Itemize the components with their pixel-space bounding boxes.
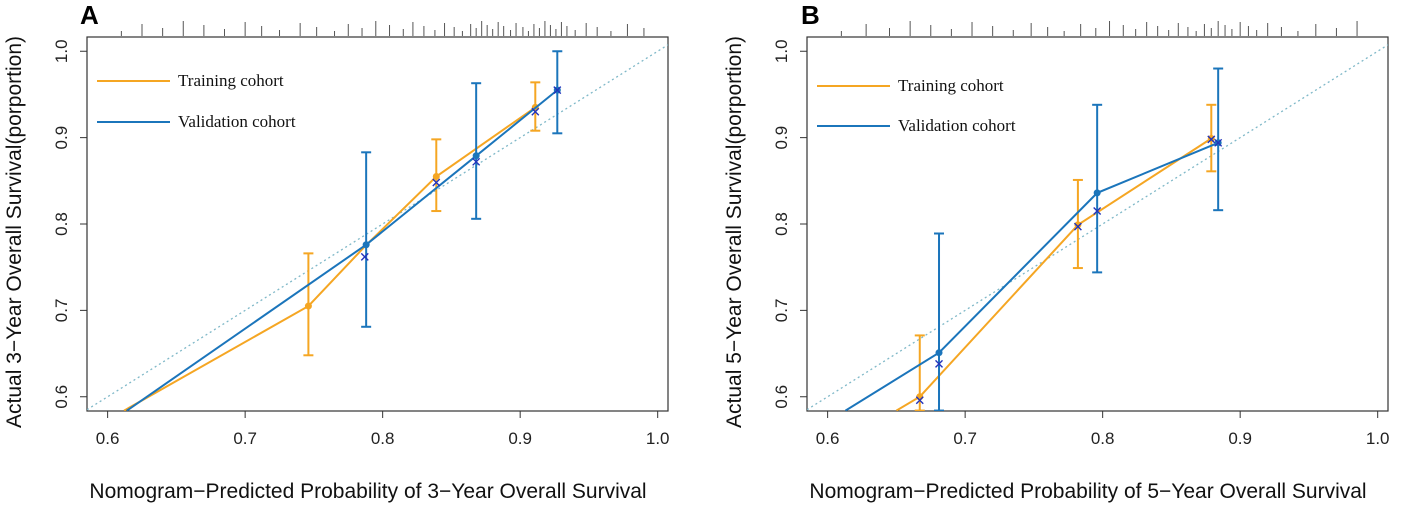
panel-b: B Nomogram−Predicted Probability of 5−Ye… — [723, 0, 1390, 503]
panel-a-ticks: 0.6 0.7 0.8 0.9 1.0 0.6 0.7 0.8 0.9 1.0 — [52, 39, 670, 448]
panel-b-apparent-point — [1214, 138, 1223, 147]
panel-a-apparent-point — [432, 178, 441, 187]
panel-b-x-tick-label: 0.7 — [953, 429, 977, 448]
panel-b-x-axis-title: Nomogram−Predicted Probability of 5−Year… — [809, 480, 1366, 503]
panel-a-apparent-point — [553, 86, 562, 95]
panel-b-label: B — [801, 0, 820, 30]
panel-a-legend-training-label: Training cohort — [178, 71, 284, 90]
panel-b-training-point — [1074, 221, 1082, 229]
panel-b-x-tick-label: 0.9 — [1228, 429, 1252, 448]
panel-b-x-tick-label: 0.8 — [1091, 429, 1115, 448]
panel-b-apparent-point — [1207, 135, 1216, 144]
panel-b-apparent-point — [935, 359, 944, 368]
panel-a-plot-area — [86, 21, 669, 412]
panel-b-validation-point — [1093, 189, 1101, 197]
panel-a-label: A — [80, 0, 99, 30]
panel-a-training-line — [123, 106, 536, 411]
panel-b-y-tick-label: 1.0 — [772, 39, 791, 63]
panel-b-legend: Training cohort Validation cohort — [817, 76, 1016, 135]
panel-b-apparent-point — [1093, 207, 1102, 216]
panel-b-training-point — [916, 393, 924, 401]
panel-a-frame — [86, 36, 669, 412]
panel-a-legend: Training cohort Validation cohort — [97, 71, 296, 131]
panel-a-y-axis-title: Actual 3−Year Overall Survival(porportio… — [3, 36, 26, 428]
panel-b-x-tick-label: 1.0 — [1366, 429, 1390, 448]
panel-a-training-point — [304, 302, 312, 310]
panel-b-apparent-point — [1073, 222, 1082, 231]
panel-a: A Nomogram−Predicted Probability of 3−Ye… — [3, 0, 670, 503]
panel-b-apparent-point — [915, 396, 924, 405]
panel-b-y-tick-label: 0.7 — [772, 299, 791, 323]
panel-a-y-tick-label: 0.6 — [52, 385, 71, 409]
panel-a-validation-line — [126, 89, 558, 411]
panel-b-ideal-line — [807, 44, 1388, 411]
panel-a-apparent-point — [360, 252, 369, 261]
panel-a-ideal-line — [87, 44, 668, 411]
panel-a-validation-point — [362, 241, 370, 249]
panel-a-apparent-point — [531, 107, 540, 116]
panel-a-y-tick-label: 0.9 — [52, 126, 71, 150]
panel-b-plot-area — [806, 21, 1389, 412]
panel-b-y-tick-label: 0.9 — [772, 126, 791, 150]
panel-b-y-axis-title: Actual 5−Year Overall Survival(porportio… — [723, 36, 746, 428]
panel-a-x-tick-label: 0.9 — [508, 429, 532, 448]
panel-b-x-tick-label: 0.6 — [816, 429, 840, 448]
panel-a-x-axis-title: Nomogram−Predicted Probability of 3−Year… — [89, 480, 646, 503]
panel-b-y-tick-label: 0.8 — [772, 212, 791, 236]
panel-a-y-tick-label: 1.0 — [52, 39, 71, 63]
panel-a-y-tick-label: 0.7 — [52, 299, 71, 323]
panel-a-x-tick-label: 0.8 — [371, 429, 395, 448]
panel-b-legend-training-label: Training cohort — [898, 76, 1004, 95]
panel-b-validation-point — [935, 349, 943, 357]
panel-a-x-tick-label: 0.7 — [233, 429, 257, 448]
panel-a-x-tick-label: 0.6 — [96, 429, 120, 448]
panel-a-validation-point — [472, 152, 480, 160]
panel-b-legend-validation-label: Validation cohort — [898, 116, 1016, 135]
panel-a-training-point — [432, 172, 440, 180]
panel-a-data-layer — [87, 44, 668, 411]
panel-b-ticks: 0.6 0.7 0.8 0.9 1.0 0.6 0.7 0.8 0.9 1.0 — [772, 39, 1390, 448]
panel-b-y-tick-label: 0.6 — [772, 385, 791, 409]
panel-a-apparent-point — [472, 157, 481, 166]
panel-b-data-layer — [807, 44, 1388, 411]
panel-a-y-tick-label: 0.8 — [52, 212, 71, 236]
panel-a-x-tick-label: 1.0 — [646, 429, 670, 448]
panel-a-legend-validation-label: Validation cohort — [178, 112, 296, 131]
panel-b-frame — [806, 36, 1389, 412]
panel-b-training-line — [895, 137, 1212, 411]
panel-b-validation-line — [844, 141, 1219, 411]
